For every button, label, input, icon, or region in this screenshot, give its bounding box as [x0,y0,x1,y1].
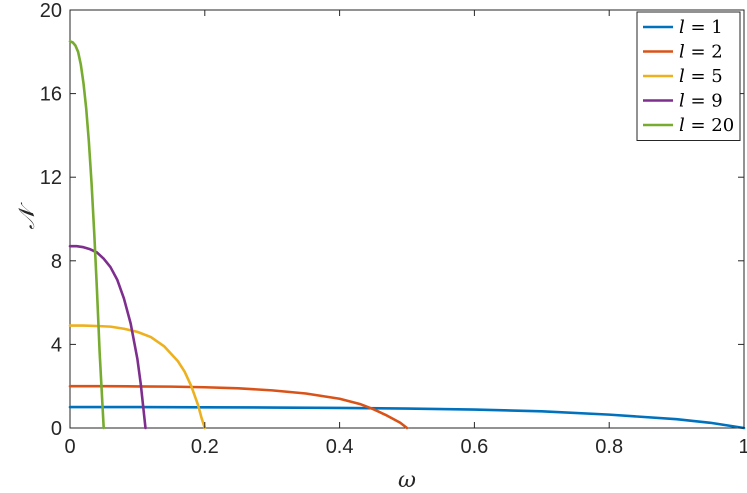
legend-entry-variable: l [679,17,685,38]
legend-entry-value: = 5 [685,66,723,87]
legend: l = 1l = 2l = 5l = 9l = 20 [636,11,741,141]
legend-entry-value: = 1 [685,17,723,38]
legend-entry-value: = 20 [685,115,734,136]
y-tick-label: 8 [51,251,62,273]
y-tick-label: 16 [40,84,62,106]
y-tick-label: 0 [51,418,62,440]
y-tick-label: 20 [40,0,62,22]
legend-entry-1: l = 1 [679,17,723,38]
series-line-4 [68,244,147,430]
y-tick-label: 4 [51,334,62,356]
x-tick-label: 0.8 [595,436,623,458]
y-axis-ticks: 0 4 8 12 16 20 [40,0,744,440]
legend-entry-value: = 9 [685,91,723,112]
x-tick-label: 1 [738,436,747,458]
legend-entry-variable: l [679,115,685,136]
x-axis-label: ω [398,468,416,493]
legend-entry-4: l = 9 [679,91,723,112]
series-line-3 [68,324,207,430]
series-layer [68,40,746,430]
x-axis-ticks: 0 0.2 0.4 0.6 0.8 1 [64,10,747,458]
x-tick-label: 0.4 [326,436,354,458]
legend-entry-3: l = 5 [679,66,723,87]
x-tick-label: 0.2 [191,436,219,458]
y-tick-label: 12 [40,167,62,189]
legend-entry-5: l = 20 [679,115,734,136]
y-axis-label: 𝒩 [15,202,40,230]
legend-entry-variable: l [679,66,685,87]
legend-entry-2: l = 2 [679,42,723,63]
series-line-2 [68,384,409,430]
series-line-5 [68,40,105,430]
legend-entry-value: = 2 [685,42,723,63]
legend-entry-variable: l [679,91,685,112]
x-tick-label: 0.6 [460,436,488,458]
series-line-1 [68,405,746,430]
legend-entry-variable: l [679,42,685,63]
x-tick-label: 0 [64,436,75,458]
legend-box [636,11,741,141]
